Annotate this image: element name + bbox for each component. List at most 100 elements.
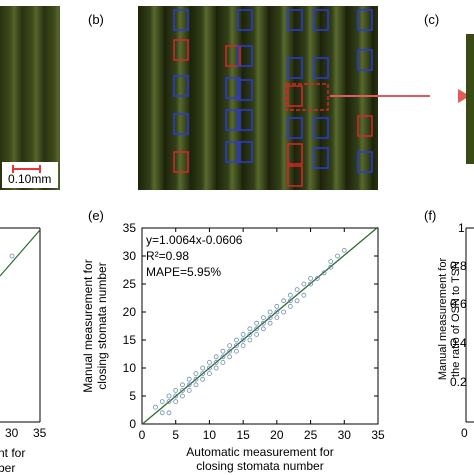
stoma-box (237, 79, 253, 101)
stoma-box (357, 115, 373, 137)
x-tick-label: 30 (338, 428, 352, 442)
data-point (159, 399, 165, 405)
stoma-box (357, 9, 373, 31)
data-point (166, 399, 172, 405)
data-point (153, 404, 158, 410)
scale-bar-tick-left (12, 165, 14, 173)
data-point (274, 304, 280, 309)
stoma-box (225, 45, 241, 67)
chart-f-ytick-0.4: 0.4 (450, 336, 467, 350)
data-point (207, 359, 212, 365)
data-point (287, 292, 293, 298)
data-point (180, 382, 185, 388)
x-tick-label: 5 (172, 428, 179, 442)
data-point (180, 393, 185, 399)
data-point (227, 348, 233, 354)
data-point (301, 292, 307, 298)
data-point (328, 259, 334, 264)
data-point (267, 309, 273, 315)
stoma-box (173, 151, 189, 173)
zoom-region-box (285, 83, 329, 111)
data-point (281, 309, 287, 315)
stoma-box (237, 9, 253, 31)
stoma-box (173, 75, 189, 97)
stoma-box (287, 143, 303, 165)
scatter-chart-e: 0 5 10 15 20 25 30 35 0 5 10 15 20 25 30 35 y=1.0064x-0.… (81, 221, 385, 473)
data-point (213, 354, 219, 360)
data-point (166, 393, 172, 399)
data-point (308, 276, 313, 281)
data-point (220, 348, 226, 354)
chart-d-xlabel-line2: ber (0, 461, 16, 475)
chart-d-fragment: 30 35 nt for ber (0, 226, 60, 475)
scale-bar-text: 0.10mm (8, 172, 52, 186)
x-tick-label: 10 (203, 428, 217, 442)
chart-f-axes (465, 227, 474, 423)
chart-d-axes (0, 227, 41, 423)
y-tick-label: 25 (123, 277, 137, 291)
stoma-box (225, 141, 241, 163)
data-point (173, 399, 179, 405)
chart-d-point (9, 253, 15, 259)
y-tick-label: 0 (129, 417, 136, 431)
data-point (166, 410, 172, 416)
data-point (200, 365, 206, 371)
data-point (247, 332, 253, 337)
data-point (220, 359, 226, 365)
data-point (186, 387, 192, 393)
data-point (220, 354, 226, 360)
chart-f-ytick-1: 1 (458, 221, 465, 235)
data-point (328, 264, 334, 270)
stoma-box (313, 9, 329, 31)
stoma-box (313, 117, 329, 139)
data-point (233, 348, 239, 354)
data-point (173, 387, 179, 393)
data-point (233, 343, 239, 349)
x-tick-label: 15 (236, 428, 250, 442)
chart-d-fit-line (0, 229, 41, 277)
y-axis-label-line: closing stomata number (95, 262, 109, 389)
data-point (287, 304, 293, 309)
data-point (213, 365, 219, 371)
data-point (308, 281, 313, 287)
stoma-box (287, 57, 303, 79)
data-point (193, 371, 199, 377)
data-point (247, 337, 253, 343)
data-point (267, 320, 273, 326)
data-point (301, 281, 307, 287)
data-point (267, 315, 273, 320)
data-point (254, 320, 260, 326)
stoma-box (313, 147, 329, 169)
stoma-box (225, 109, 241, 131)
annotation-1: R²=0.98 (146, 249, 189, 263)
y-axis-label-line: Manual measurement for (81, 259, 95, 392)
data-point (335, 253, 340, 259)
stoma-box (287, 117, 303, 139)
chart-f-ytick-0.2: 0.2 (450, 375, 467, 389)
stoma-box (287, 85, 303, 107)
data-point (254, 332, 260, 337)
data-point (200, 376, 206, 382)
data-point (227, 343, 233, 349)
data-point (321, 270, 327, 276)
scale-bar-line (12, 168, 40, 170)
y-tick-label: 35 (123, 221, 137, 235)
stoma-box (237, 141, 253, 163)
data-point (260, 320, 266, 326)
data-point (341, 248, 347, 253)
chart-f-ytick-0.8: 0.8 (450, 259, 467, 273)
stoma-box (225, 77, 241, 99)
stoma-box (237, 45, 253, 67)
stoma-box (287, 9, 303, 31)
data-point (260, 326, 266, 332)
chart-f-fragment: Manual measurement for the ratio of OSN … (432, 221, 474, 474)
data-point (186, 382, 192, 388)
panel-label-b: (b) (88, 12, 104, 27)
stoma-box (173, 39, 189, 61)
chart-d-xlabel-line1: nt for (0, 446, 26, 460)
data-point (274, 309, 280, 315)
data-point (294, 287, 300, 292)
data-point (314, 276, 320, 281)
data-point (247, 326, 253, 332)
x-axis-label-line: closing stomata number (196, 459, 323, 473)
